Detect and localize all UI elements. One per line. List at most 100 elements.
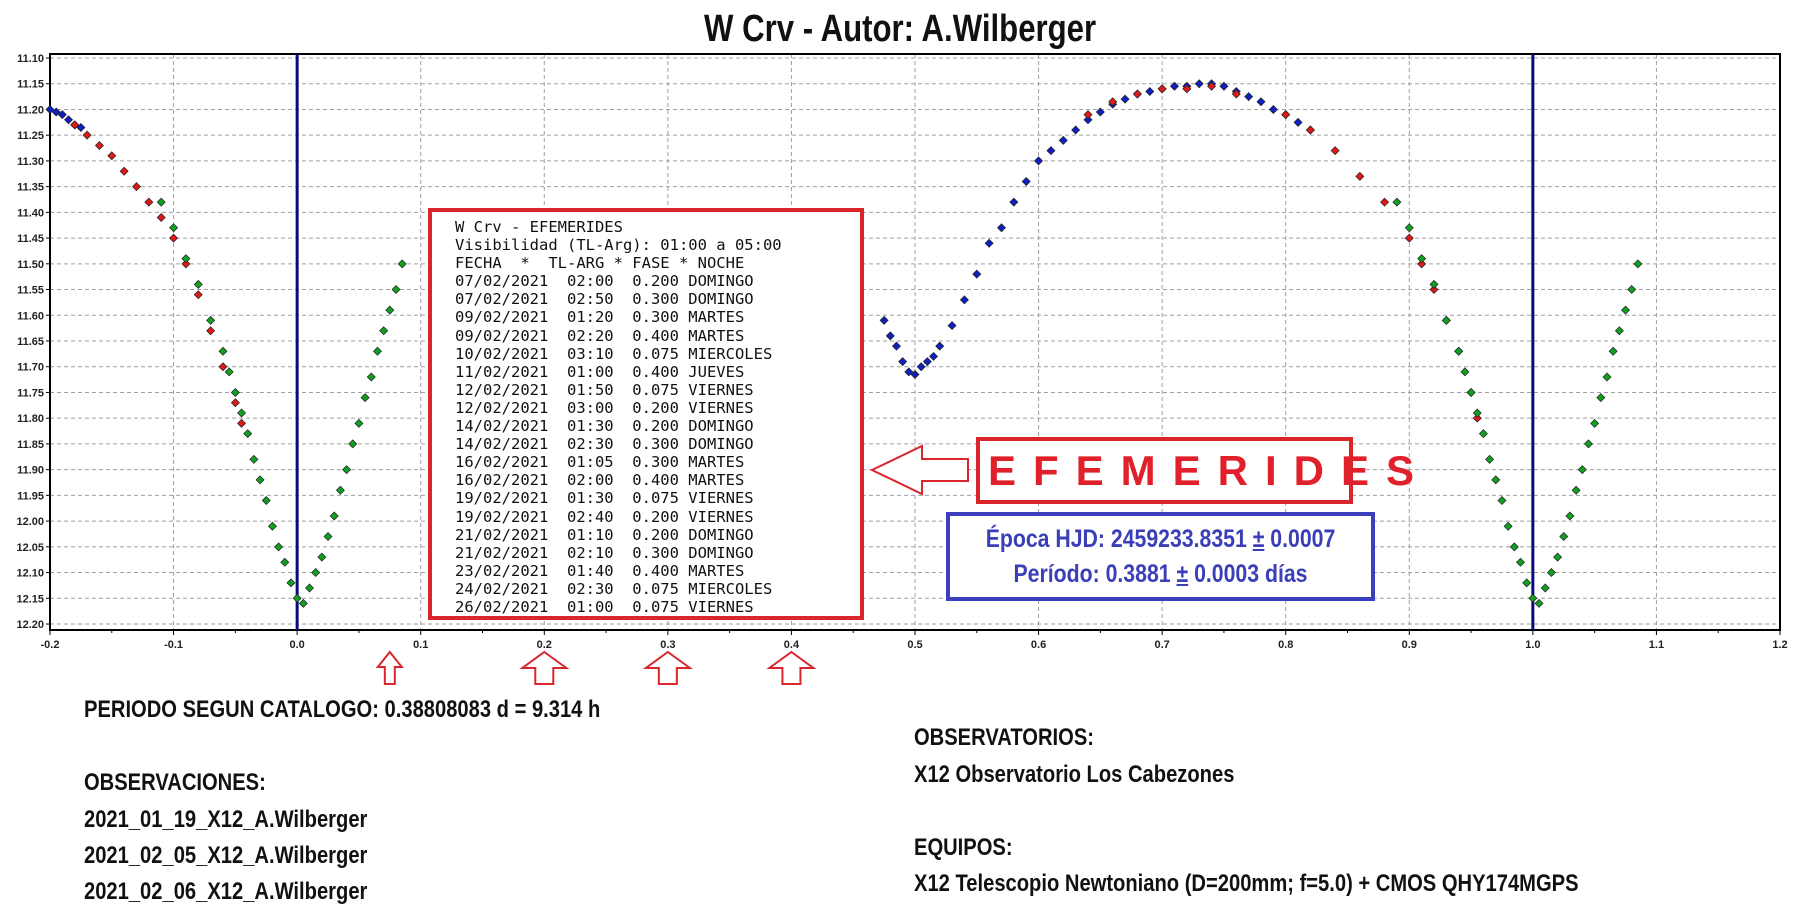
data-point: [193, 290, 203, 300]
ephemerides-row: 21/02/2021 02:10 0.300 DOMINGO: [455, 543, 754, 562]
observation-item: 2021_01_19_X12_A.Wilberger: [84, 806, 368, 833]
observaciones-heading: OBSERVACIONES:: [84, 769, 266, 796]
y-tick-label: 11.60: [17, 310, 44, 322]
data-point: [1046, 146, 1056, 156]
data-point: [1491, 475, 1501, 485]
data-point: [1268, 104, 1278, 114]
data-point: [1602, 372, 1612, 382]
y-tick-label: 11.45: [17, 233, 44, 245]
observatorios-heading: OBSERVATORIOS:: [914, 724, 1094, 751]
y-tick-label: 11.80: [17, 413, 44, 425]
data-point: [1231, 89, 1241, 99]
y-tick-label: 11.30: [17, 156, 44, 168]
data-point: [1355, 171, 1365, 181]
y-tick-label: 12.15: [16, 593, 44, 605]
data-point: [1256, 97, 1266, 107]
data-point: [1485, 454, 1495, 464]
data-point: [286, 578, 296, 588]
phase-marker-arrow-icon: [642, 650, 693, 685]
x-tick-label: -0.1: [164, 639, 183, 651]
data-point: [1207, 81, 1217, 91]
data-point: [1466, 387, 1476, 397]
data-point: [1021, 176, 1031, 186]
data-point: [64, 115, 74, 125]
data-point: [335, 485, 345, 495]
ephemerides-row: 24/02/2021 02:30 0.075 MIERCOLES: [455, 579, 773, 598]
data-point: [181, 254, 191, 264]
epoch-text: Época HJD: 2459233.8351 ± 0.0007: [985, 525, 1336, 553]
data-point: [397, 259, 407, 269]
data-point: [1627, 285, 1637, 295]
ephemerides-row: 23/02/2021 01:40 0.400 MARTES: [455, 561, 745, 580]
data-point: [237, 418, 247, 428]
phase-marker-arrow-icon: [375, 650, 404, 685]
data-point: [1571, 485, 1581, 495]
y-tick-label: 12.00: [16, 516, 44, 528]
data-point: [1108, 97, 1118, 107]
data-point: [1590, 418, 1600, 428]
data-point: [292, 593, 302, 603]
data-point: [311, 568, 321, 578]
data-point: [230, 398, 240, 408]
data-point: [929, 351, 939, 361]
data-point: [1120, 94, 1130, 104]
ephemerides-row: 07/02/2021 02:50 0.300 DOMINGO: [455, 290, 754, 309]
data-point: [891, 341, 901, 351]
data-point: [144, 197, 154, 207]
x-tick-label: 0.8: [1278, 639, 1293, 651]
data-point: [1509, 542, 1519, 552]
data-point: [280, 557, 290, 567]
data-point: [1429, 285, 1439, 295]
ephemerides-row: 14/02/2021 01:30 0.200 DOMINGO: [455, 417, 754, 436]
data-point: [237, 408, 247, 418]
left-arrow-icon: [869, 444, 969, 496]
data-point: [1454, 346, 1464, 356]
x-tick-label: 0.9: [1402, 639, 1417, 651]
period-text: Período: 0.3881 ± 0.0003 días: [1013, 560, 1308, 588]
data-point: [255, 475, 265, 485]
x-tick-label: 0.6: [1031, 639, 1046, 651]
y-tick-label: 11.95: [17, 490, 44, 502]
data-point: [898, 357, 908, 367]
data-point: [1170, 81, 1179, 91]
data-point: [1441, 315, 1451, 325]
y-tick-label: 12.05: [16, 542, 44, 554]
x-tick-label: 0.3: [660, 639, 675, 651]
observation-item: 2021_02_05_X12_A.Wilberger: [84, 842, 368, 869]
data-point: [1633, 259, 1643, 269]
data-point: [1534, 598, 1544, 608]
data-point: [1417, 254, 1427, 264]
data-point: [1083, 110, 1093, 120]
data-point: [224, 367, 234, 377]
data-point: [193, 279, 203, 289]
data-point: [249, 454, 259, 464]
plot-frame: [49, 53, 1781, 631]
data-point: [1380, 197, 1390, 207]
ephemerides-row: 16/02/2021 02:00 0.400 MARTES: [455, 471, 745, 490]
data-point: [1478, 429, 1488, 439]
ephemerides-row: 16/02/2021 01:05 0.300 MARTES: [455, 453, 745, 472]
data-point: [879, 315, 889, 325]
data-point: [169, 223, 179, 233]
data-point: [1565, 511, 1575, 521]
ephemerides-header-line: W Crv - EFEMERIDES: [455, 218, 623, 236]
ephemerides-row: 14/02/2021 02:30 0.300 DOMINGO: [455, 435, 754, 454]
ephemerides-row: 12/02/2021 01:50 0.075 VIERNES: [455, 380, 754, 399]
data-point: [1553, 552, 1563, 562]
ephemerides-row: 26/02/2021 01:00 0.075 VIERNES: [455, 597, 754, 616]
y-tick-label: 11.55: [17, 285, 44, 297]
data-point: [959, 295, 969, 305]
data-point: [1497, 496, 1507, 506]
data-point: [206, 326, 216, 336]
ephemerides-row: 19/02/2021 02:40 0.200 VIERNES: [455, 507, 754, 526]
x-tick-label: 0.1: [413, 639, 428, 651]
ephemerides-row: 09/02/2021 02:20 0.400 MARTES: [455, 326, 745, 345]
data-point: [45, 104, 55, 114]
ephemerides-header-line: FECHA * TL-ARG * FASE * NOCHE: [455, 254, 745, 273]
data-point: [1522, 578, 1532, 588]
data-point: [1132, 89, 1142, 99]
data-point: [1083, 115, 1093, 125]
ephemerides-row: 21/02/2021 01:10 0.200 DOMINGO: [455, 525, 754, 544]
data-point: [218, 362, 228, 372]
